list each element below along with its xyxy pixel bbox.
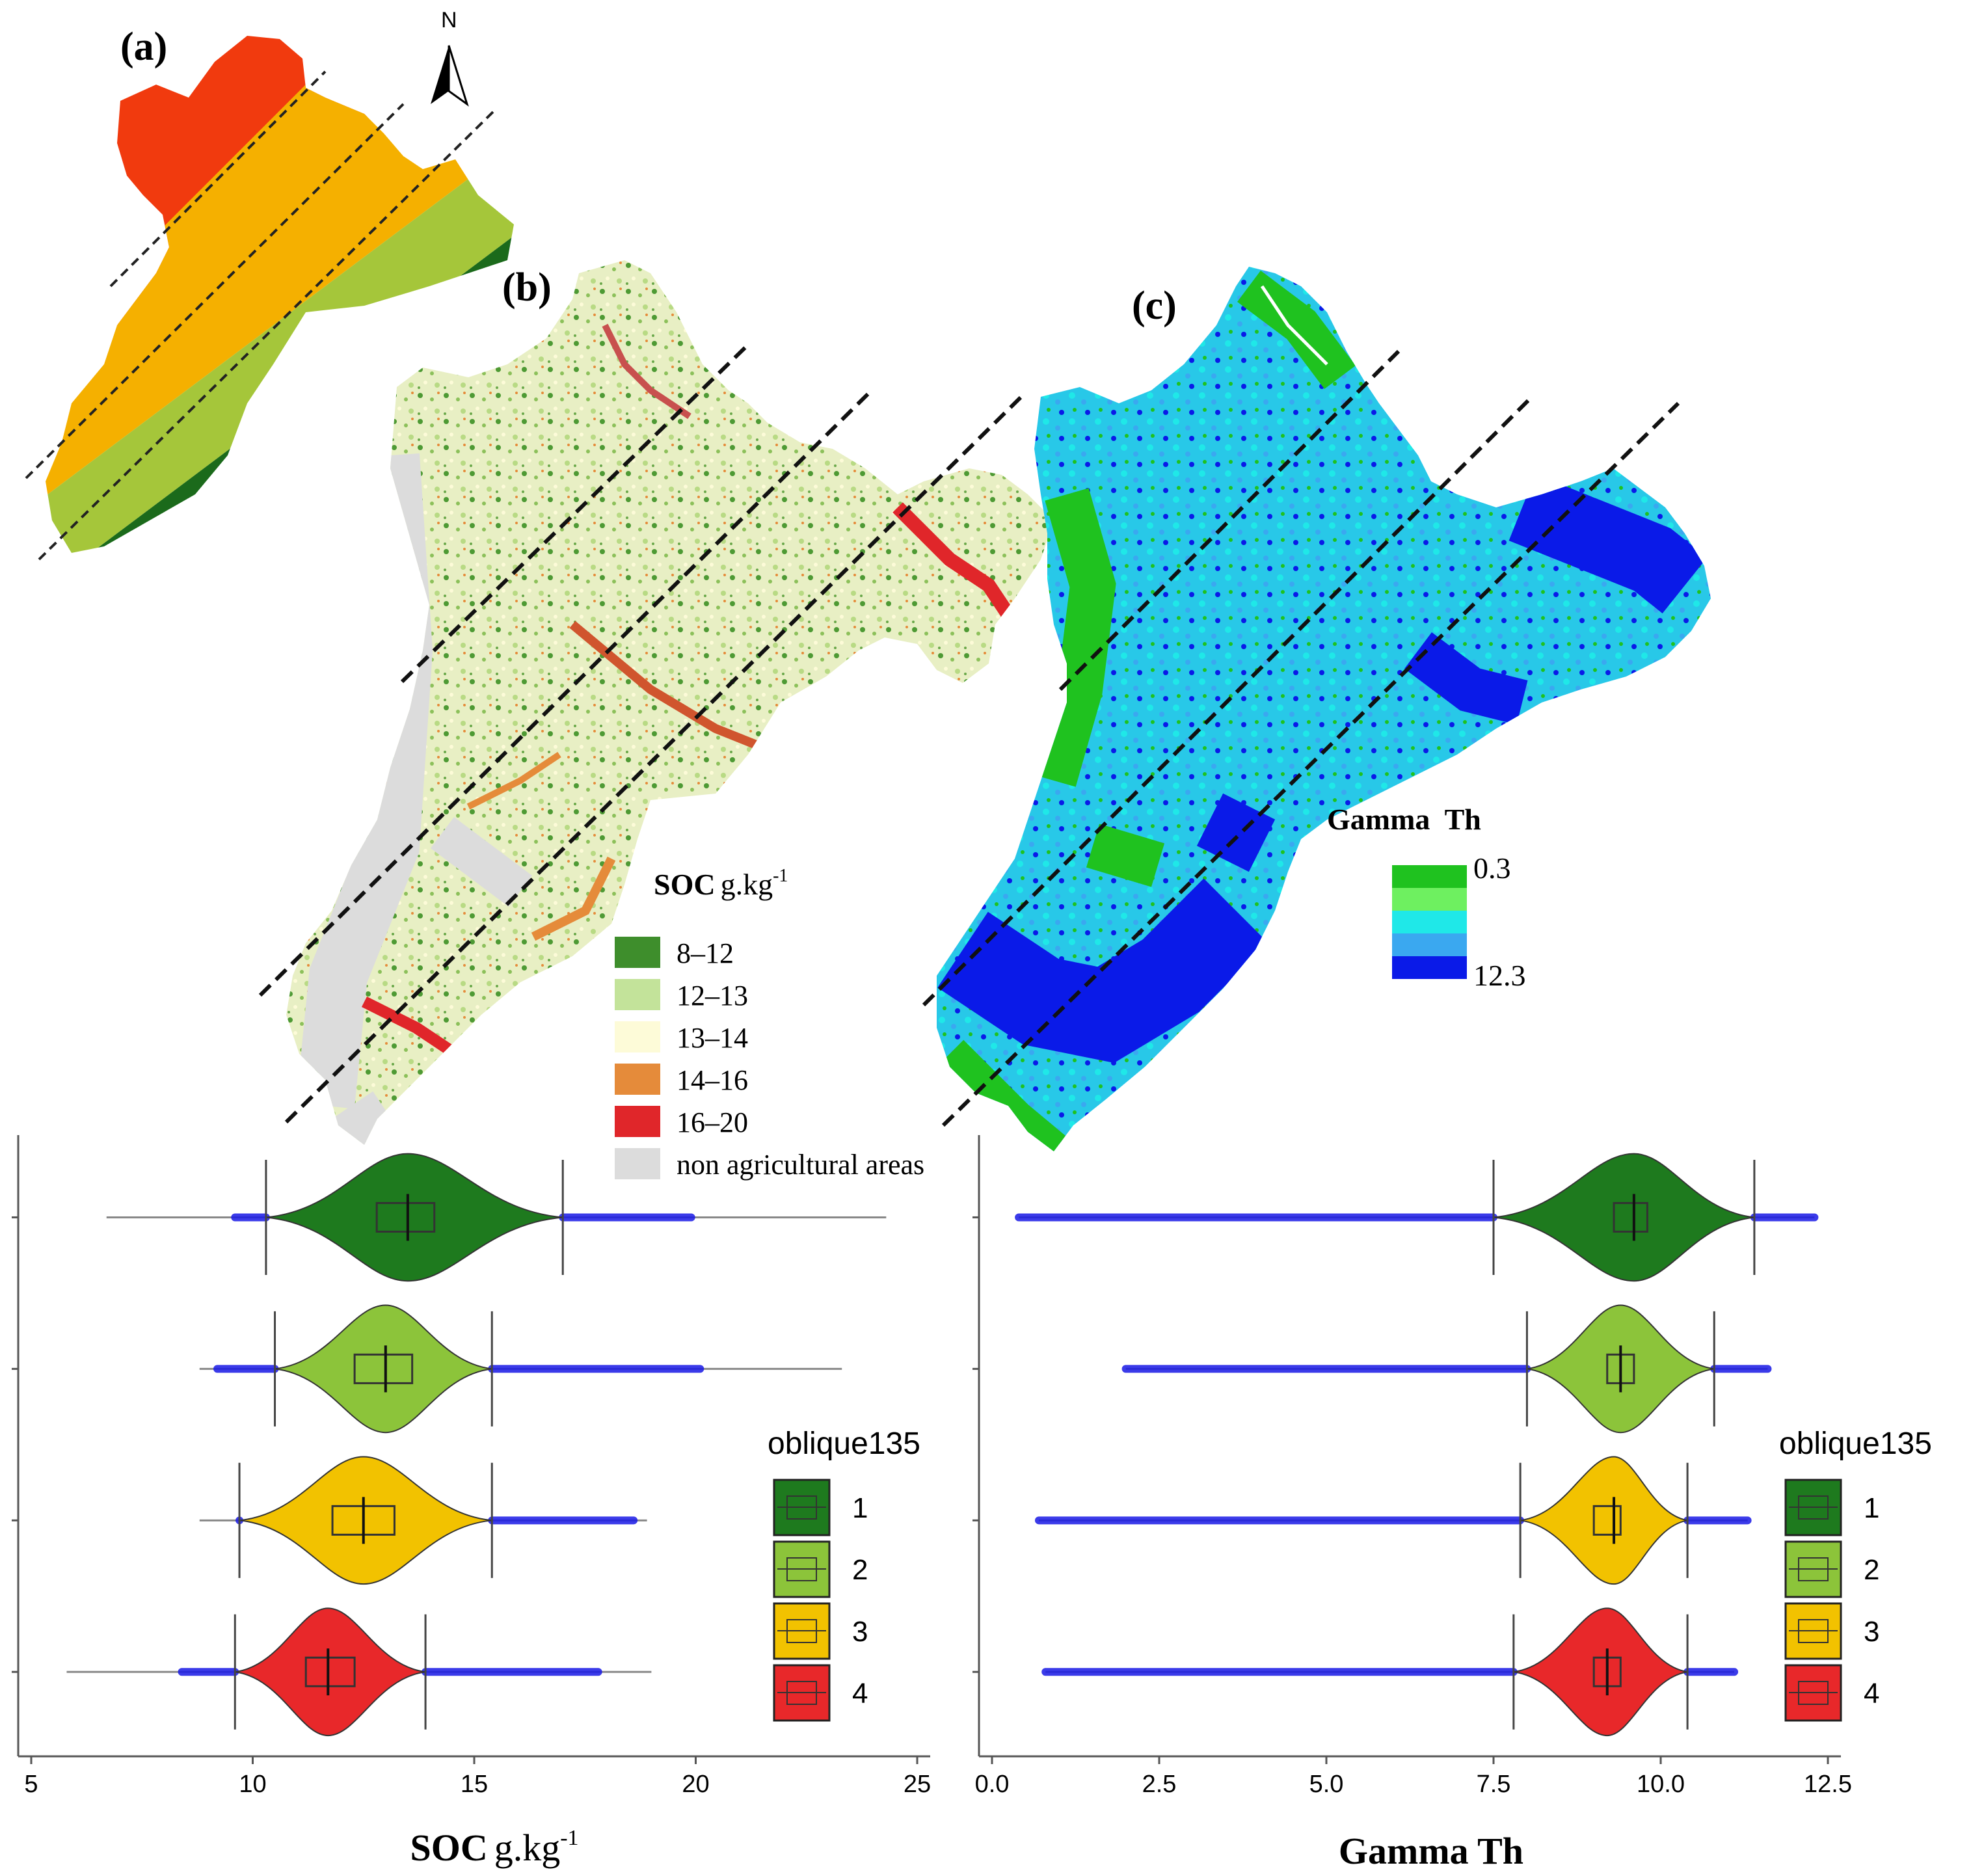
x-tick-label: 0.0 bbox=[975, 1771, 1010, 1798]
gamma-legend-swatch bbox=[1392, 865, 1467, 888]
legend-label: 4 bbox=[1864, 1678, 1879, 1709]
panel-c-label: (c) bbox=[1132, 284, 1177, 328]
soc-legend-label: 8–12 bbox=[677, 937, 734, 969]
soc-legend-swatch bbox=[615, 979, 660, 1010]
north-label: N bbox=[441, 8, 457, 33]
legend-label: 1 bbox=[852, 1492, 868, 1524]
iqr-box bbox=[1613, 1201, 1648, 1233]
legend-title: oblique135 bbox=[1779, 1427, 1932, 1461]
violin-body bbox=[1493, 1153, 1755, 1282]
soc-legend-swatch bbox=[615, 1106, 660, 1137]
violin-body bbox=[1520, 1456, 1688, 1585]
north-arrow-icon bbox=[431, 45, 469, 107]
iqr-box bbox=[353, 1353, 414, 1384]
iqr-box bbox=[1592, 1505, 1622, 1536]
gamma-legend-max: 12.3 bbox=[1473, 959, 1526, 992]
gamma-legend-swatch bbox=[1392, 911, 1467, 933]
soc-legend-swatch bbox=[615, 1148, 660, 1179]
panel-a-label: (a) bbox=[120, 25, 167, 69]
x-tick-label: 2.5 bbox=[1142, 1771, 1177, 1798]
legend-label: 2 bbox=[852, 1554, 868, 1586]
x-tick-label: 10.0 bbox=[1637, 1771, 1685, 1798]
x-tick-label: 20 bbox=[682, 1771, 709, 1798]
x-axis-title: SOC g.kg-1 bbox=[410, 1826, 578, 1869]
gamma-legend-swatch bbox=[1392, 956, 1467, 979]
x-tick-label: 5.0 bbox=[1309, 1771, 1344, 1798]
gamma-violin-chart: 0.0 2.5 5.0 7.5 10.0 12.5 oblique135 1 2 3 4 Gamma … bbox=[972, 1135, 1932, 1872]
panel-b-label: (b) bbox=[502, 265, 552, 310]
x-tick-label: 25 bbox=[904, 1771, 931, 1798]
violin-body bbox=[265, 1153, 563, 1282]
gamma-legend-swatch bbox=[1392, 888, 1467, 911]
gamma-legend: Gamma Th 0.3 12.3 bbox=[1327, 803, 1526, 992]
soc-legend-swatch bbox=[615, 937, 660, 968]
soc-legend: SOC g.kg-1 8–12 12–13 13–14 14–16 16–20 non ag… bbox=[615, 866, 924, 1181]
x-tick-label: 10 bbox=[239, 1771, 266, 1798]
gamma-legend-swatch bbox=[1392, 933, 1467, 956]
violin-body bbox=[275, 1304, 492, 1434]
legend-label: 1 bbox=[1864, 1492, 1879, 1524]
soc-legend-label: non agricultural areas bbox=[677, 1149, 924, 1181]
x-axis-title: Gamma Th bbox=[1339, 1830, 1523, 1872]
x-tick-label: 7.5 bbox=[1477, 1771, 1511, 1798]
legend-label: 3 bbox=[1864, 1616, 1879, 1648]
violin-body bbox=[1513, 1607, 1688, 1737]
legend-title: oblique135 bbox=[768, 1427, 920, 1461]
violin-body bbox=[239, 1456, 492, 1585]
legend-label: 3 bbox=[852, 1616, 868, 1648]
gamma-legend-min: 0.3 bbox=[1473, 851, 1511, 885]
iqr-box bbox=[304, 1656, 356, 1687]
x-tick-label: 15 bbox=[461, 1771, 488, 1798]
soc-legend-swatch bbox=[615, 1064, 660, 1095]
soc-legend-label: 14–16 bbox=[677, 1064, 748, 1096]
panel-c-map bbox=[922, 267, 1711, 1151]
legend-label: 4 bbox=[852, 1678, 868, 1709]
soc-legend-title: SOC g.kg-1 bbox=[654, 866, 788, 901]
soc-legend-label: 13–14 bbox=[677, 1022, 748, 1054]
soc-legend-label: 16–20 bbox=[677, 1106, 748, 1138]
soc-legend-swatch bbox=[615, 1021, 660, 1052]
soc-legend-label: 12–13 bbox=[677, 980, 748, 1012]
violin-body bbox=[235, 1607, 426, 1737]
x-tick-label: 5 bbox=[24, 1771, 38, 1798]
soc-violin-chart: 5 10 15 20 25 oblique135 1 2 3 4 SOC g.kg-1 bbox=[12, 1135, 931, 1869]
zone-a-3 bbox=[46, 91, 514, 553]
legend-label: 2 bbox=[1864, 1554, 1879, 1586]
iqr-box bbox=[375, 1201, 436, 1233]
x-tick-label: 12.5 bbox=[1804, 1771, 1852, 1798]
gamma-legend-title: Gamma Th bbox=[1327, 803, 1481, 836]
